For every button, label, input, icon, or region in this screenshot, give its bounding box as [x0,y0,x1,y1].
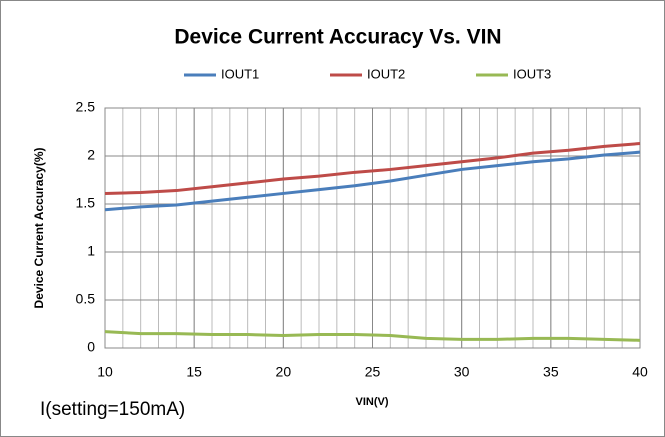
legend-label: IOUT2 [367,66,405,81]
y-tick-label: 0 [87,339,95,355]
y-tick-label: 2 [87,147,95,163]
series-line [104,150,641,212]
annotation: I(setting=150mA) [40,399,185,420]
x-tick-label: 30 [454,364,470,380]
x-tick-label: 10 [97,364,113,380]
chart-title: Device Current Accuracy Vs. VIN [174,26,501,49]
series-line [104,330,641,342]
y-tick-label: 0.5 [76,291,96,307]
y-tick-label: 2.5 [76,99,96,115]
x-tick-label: 40 [632,364,648,380]
x-tick-label: 15 [186,364,202,380]
y-tick-label: 1.5 [76,195,96,211]
y-tick-label: 1 [87,243,95,259]
x-axis-label: VIN(V) [356,396,389,408]
x-tick-label: 35 [543,364,559,380]
x-tick-label: 25 [365,364,381,380]
series-line [104,142,641,195]
y-axis-label: Device Current Accuracy(%) [32,148,46,309]
legend-label: IOUT3 [513,66,551,81]
x-tick-label: 20 [276,364,292,380]
legend-label: IOUT1 [221,66,259,81]
